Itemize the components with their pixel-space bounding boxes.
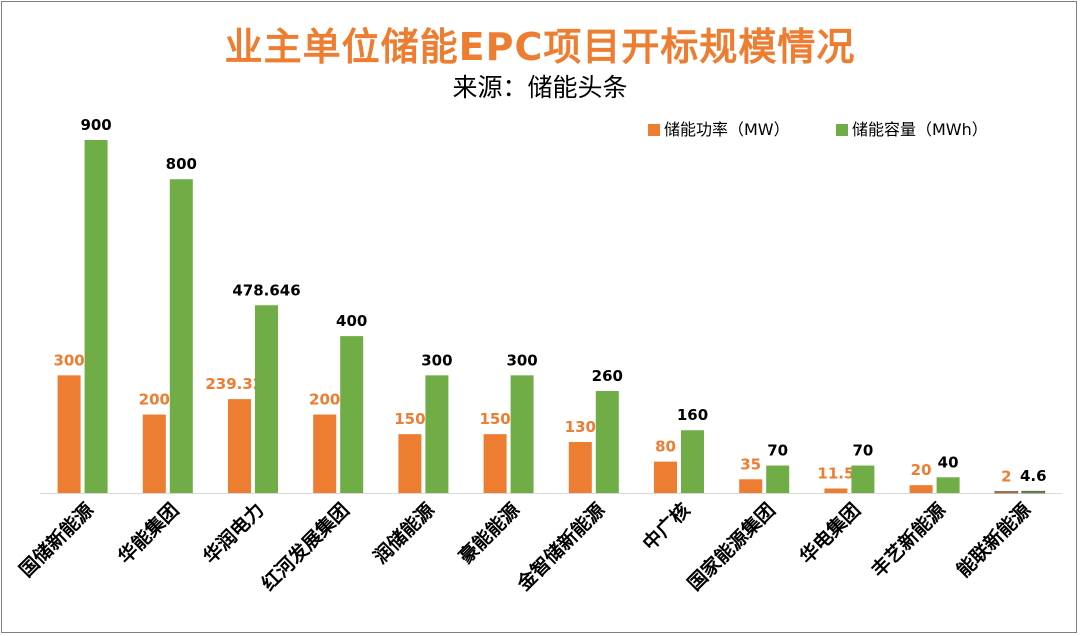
category-label: 中广核 (638, 498, 695, 555)
category-label: 华电集团 (795, 498, 865, 568)
data-label-capacity: 478.646 (232, 281, 300, 299)
data-label-capacity: 300 (506, 351, 537, 369)
legend-swatch-capacity (836, 124, 848, 136)
category-label: 豪能能源 (454, 498, 524, 568)
data-label-capacity: 70 (852, 442, 873, 460)
category-label: 国储新能源 (15, 498, 98, 581)
data-label-power: 11.5 (817, 464, 854, 482)
data-label-power: 20 (911, 461, 932, 479)
bar-capacity (255, 305, 278, 493)
data-label-power: 2 (1001, 468, 1011, 486)
data-label-capacity: 160 (677, 406, 708, 424)
bar-capacity (1021, 490, 1046, 494)
data-label-power: 35 (740, 455, 761, 473)
bar-power (739, 479, 763, 493)
bar-power (398, 434, 422, 493)
legend-label-capacity: 储能容量（MWh） (852, 120, 988, 139)
category-label: 华能集团 (113, 498, 183, 568)
data-label-power: 300 (53, 351, 84, 369)
bar-power (568, 442, 592, 493)
bar-capacity (936, 477, 960, 493)
chart-title: 业主单位储能EPC项目开标规模情况 (224, 25, 856, 69)
bar-capacity (595, 391, 619, 493)
bar-power (228, 399, 251, 493)
data-label-power: 150 (394, 410, 425, 428)
data-label-capacity: 400 (336, 312, 367, 330)
bar-power (483, 434, 507, 493)
data-label-power: 200 (139, 391, 170, 409)
category-label: 金智储新能源 (512, 498, 610, 596)
data-label-capacity: 900 (80, 116, 111, 134)
legend-label-power: 储能功率（MW） (664, 120, 790, 139)
bar-capacity (84, 140, 108, 493)
bar-power (313, 414, 337, 493)
bar-capacity (425, 375, 449, 493)
bar-capacity (681, 430, 704, 493)
data-label-capacity: 70 (767, 442, 788, 460)
bar-capacity (851, 465, 875, 493)
data-label-capacity: 40 (938, 453, 959, 471)
category-label: 华润电力 (199, 498, 269, 568)
bar-capacity (340, 336, 364, 493)
data-label-capacity: 800 (166, 155, 197, 173)
bar-power (824, 488, 848, 493)
bar-capacity (510, 375, 534, 493)
data-label-power: 200 (309, 391, 340, 409)
legend-swatch-power (648, 124, 660, 136)
bar-power (57, 375, 81, 493)
bar-capacity (766, 465, 790, 493)
bar-power (654, 461, 677, 493)
data-label-capacity: 4.6 (1020, 467, 1047, 485)
data-label-power: 80 (655, 438, 676, 456)
data-label-power: 150 (479, 410, 510, 428)
data-label-power: 130 (565, 418, 596, 436)
category-label: 红河发展集团 (257, 498, 354, 595)
category-label: 润储能源 (369, 498, 439, 568)
category-label: 国家能源集团 (683, 498, 780, 595)
category-label: 能联新能源 (952, 498, 1035, 581)
bar-power (909, 485, 933, 493)
bar-power (142, 414, 166, 493)
data-label-capacity: 300 (421, 351, 452, 369)
chart-subtitle: 来源：储能头条 (452, 73, 628, 102)
bar-power (994, 491, 1019, 494)
data-label-capacity: 260 (592, 367, 623, 385)
category-label: 丰艺新能源 (867, 498, 950, 581)
bar-capacity (169, 179, 193, 493)
